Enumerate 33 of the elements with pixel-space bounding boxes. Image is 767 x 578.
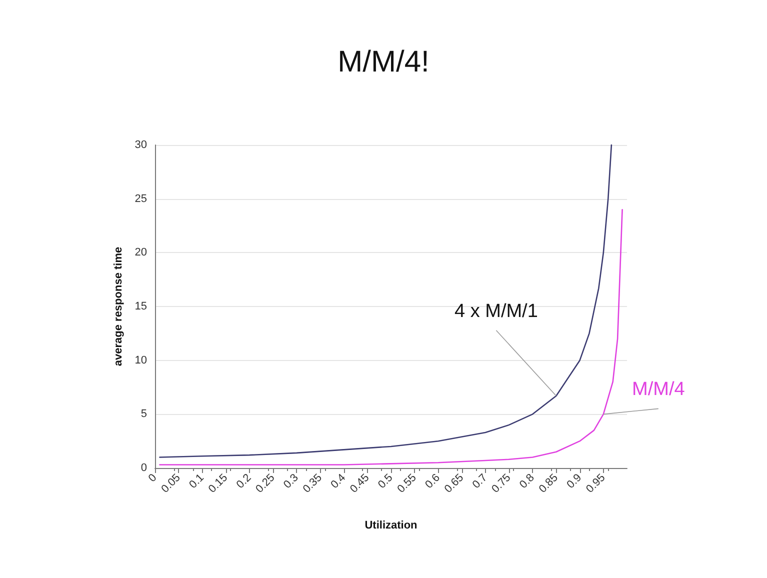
x-tick-label: 0.2 [234,472,254,492]
x-tick-label: 0.65 [442,472,466,496]
line-series [159,144,612,458]
x-tick-label: 0.1 [187,472,206,492]
y-axis-title: average response time [112,246,124,366]
x-tick-label: 0.5 [376,472,396,492]
x-tick-label: 0.8 [518,472,537,492]
x-tick-label: 0.95 [584,472,608,496]
x-tick-label: 0.7 [470,472,490,492]
x-tick-label: 0.35 [300,472,324,496]
x-tick-label: 0.85 [536,472,560,496]
x-tick-label: 0.6 [423,472,442,492]
x-tick-label: 0.9 [564,472,584,492]
x-tick-label: 0.75 [490,472,514,496]
x-tick-label: 0.25 [254,472,278,496]
y-tick-label: 30 [134,139,147,151]
chart-title: M/M/4! [338,46,430,78]
x-tick-label: 0.05 [159,472,183,496]
x-tick-label: 0.3 [282,472,301,492]
x-tick-label: 0.15 [206,472,230,496]
line-series [159,208,623,466]
y-tick-label: 15 [134,300,147,312]
y-tick-label: 25 [134,192,147,205]
text: 4 x M/M/1 [454,300,538,322]
y-tick-label: 0 [140,462,147,474]
y-tick-label: 20 [134,246,147,259]
x-tick-label: 0.4 [328,472,348,492]
y-tick-label: 5 [140,408,147,420]
series-label: M/M/4 [632,379,686,400]
x-axis-title: Utilization [364,520,418,532]
y-tick-label: 10 [134,354,147,366]
x-tick-label: 0.55 [395,472,419,496]
x-tick-label: 0.45 [348,472,372,496]
